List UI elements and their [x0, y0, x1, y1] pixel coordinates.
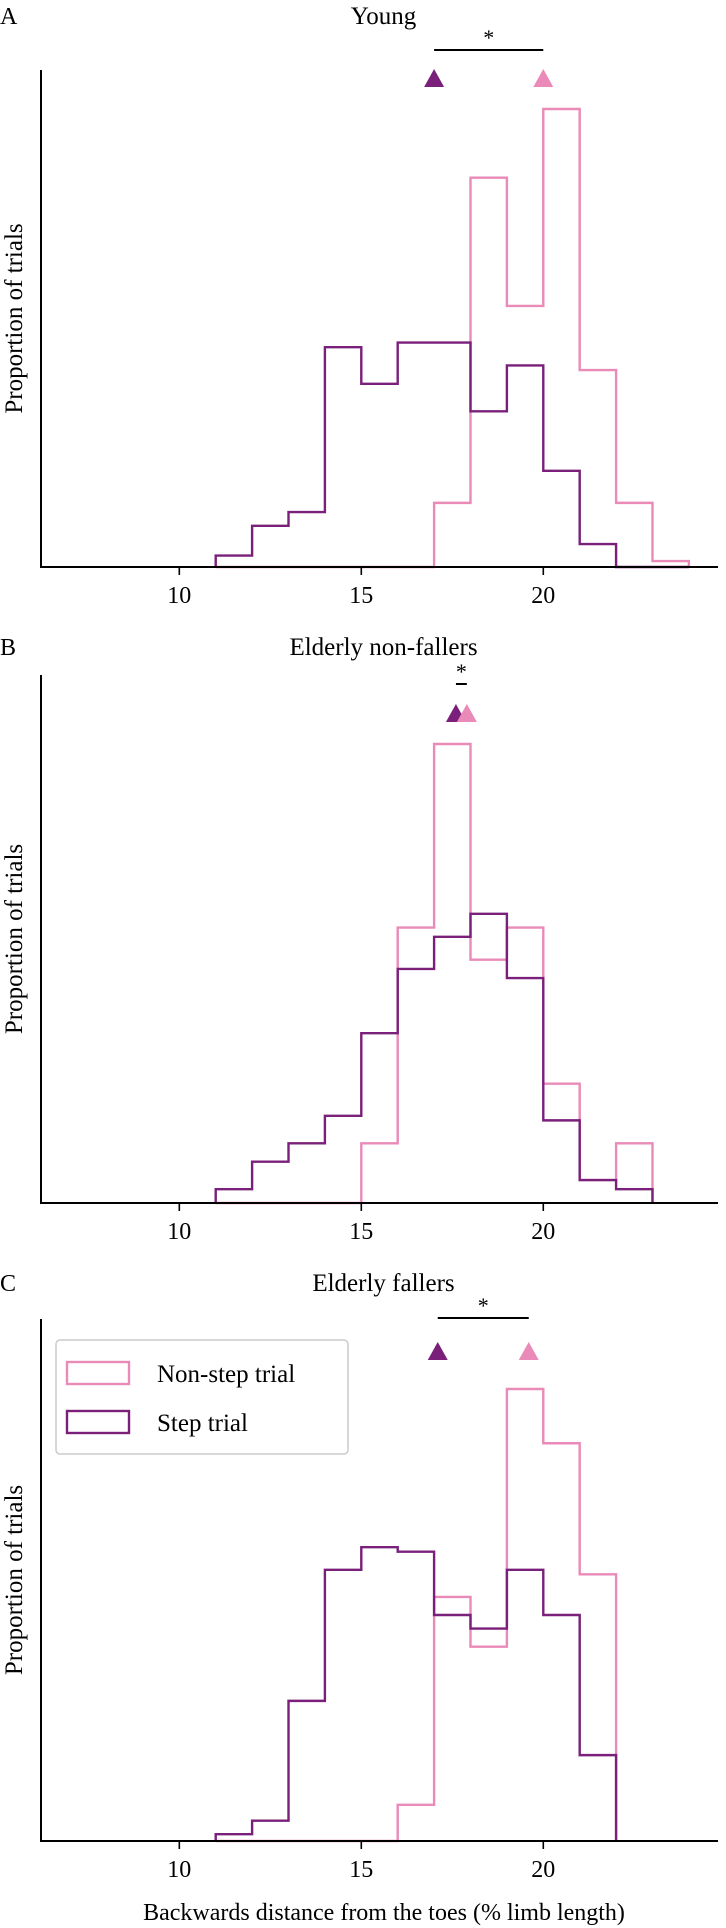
x-axis-label: Backwards distance from the toes (% limb…	[143, 1900, 625, 1926]
legend-swatch-step	[65, 1409, 131, 1435]
mean-marker-non-step	[518, 1342, 539, 1360]
mean-marker-step	[427, 1342, 448, 1360]
panel-letter: B	[0, 635, 16, 661]
x-tick-label: 10	[167, 1219, 191, 1245]
panel-letter: C	[0, 1271, 16, 1297]
legend: Non-step trial Step trial	[55, 1339, 349, 1455]
series-step-trialhistogram	[214, 912, 654, 1203]
series-step-trialhistogram	[214, 341, 689, 569]
panel-title: Elderly fallers	[312, 1270, 454, 1297]
mean-marker-non-step	[533, 69, 554, 87]
series-non-step-trialhistogram	[215, 742, 654, 1205]
legend-label: Non-step trial	[157, 1361, 295, 1388]
x-tick-label: 15	[349, 1219, 373, 1245]
panel-letter: A	[0, 4, 18, 30]
panels: A Young Proportion of trials 10 15 20 * B Elderl…	[0, 3, 718, 1883]
legend-swatch-non-step	[65, 1360, 131, 1386]
x-tick-label: 15	[349, 583, 373, 609]
series-step-trialhistogram	[214, 1546, 618, 1841]
x-tick-label: 20	[531, 1219, 555, 1245]
x-tick-label: 20	[531, 1857, 555, 1883]
mean-marker-non-step	[456, 704, 477, 722]
x-tick-label: 10	[167, 1857, 191, 1883]
panel-c: C Elderly fallers Proportion of trials 10 15…	[0, 1270, 718, 1883]
legend-label: Step trial	[157, 1410, 248, 1437]
panel-a: A Young Proportion of trials 10 15 20 *	[0, 3, 718, 609]
y-axis-label: Proportion of trials	[1, 223, 28, 413]
significance-star: *	[456, 659, 467, 684]
mean-marker-step	[424, 69, 445, 87]
significance-star: *	[483, 25, 494, 50]
panel-b: B Elderly non-fallers Proportion of trials…	[0, 634, 718, 1245]
x-tick-label: 20	[531, 583, 555, 609]
panel-title: Young	[351, 3, 417, 30]
series-non-step-trialhistogram	[215, 107, 691, 569]
panel-title: Elderly non-fallers	[289, 634, 477, 661]
x-tick-label: 15	[349, 1857, 373, 1883]
y-axis-label: Proportion of trials	[1, 1485, 28, 1675]
y-axis-label: Proportion of trials	[1, 844, 28, 1034]
significance-star: *	[478, 1293, 489, 1318]
x-tick-label: 10	[167, 583, 191, 609]
